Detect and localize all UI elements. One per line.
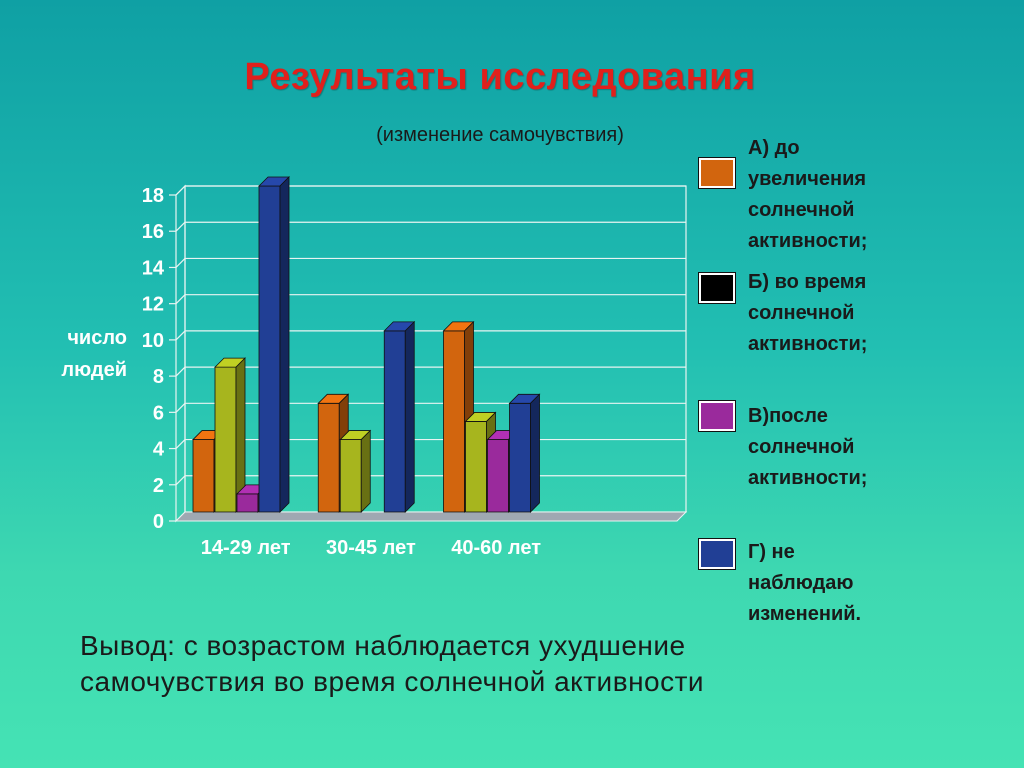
gridline-depth — [175, 258, 186, 268]
y-tick-label: 14 — [142, 257, 165, 279]
conclusion-line-1: Вывод: с возрастом наблюдается ухудшение — [80, 630, 686, 661]
bar-front — [465, 421, 487, 513]
bar-front — [339, 439, 362, 513]
conclusion-line-2: самочувствия во время солнечной активнос… — [80, 666, 705, 697]
legend-label: В)после солнечной активности; — [748, 405, 868, 489]
bar-side — [404, 320, 415, 513]
bar — [508, 393, 541, 513]
y-tick-label: 18 — [142, 185, 164, 207]
plot-floor — [174, 511, 688, 522]
gridline-depth — [175, 330, 186, 341]
chart-subtitle: (изменение самочувствия) — [376, 124, 624, 146]
page-title: Результаты исследования — [244, 56, 756, 98]
bar-side — [360, 429, 371, 513]
gridline-depth — [175, 185, 186, 196]
y-tick-label: 6 — [153, 402, 164, 424]
bar-front — [258, 185, 281, 513]
gridline-depth — [175, 439, 186, 449]
gridline-depth — [175, 221, 186, 232]
bar-front — [383, 330, 406, 513]
y-tick-label: 16 — [142, 221, 164, 243]
bar-front — [317, 402, 340, 513]
legend-swatch — [698, 400, 736, 432]
y-tick-label: 4 — [153, 439, 165, 461]
conclusion-text: Вывод: с возрастом наблюдается ухудшение… — [80, 628, 980, 700]
bar — [383, 320, 416, 513]
legend-swatch — [698, 538, 736, 570]
legend-label: Г) не наблюдаю изменений. — [748, 541, 862, 625]
y-tick-label: 0 — [153, 511, 164, 533]
bar-side — [279, 176, 290, 513]
bar-front — [487, 439, 509, 513]
bar-front — [214, 366, 237, 513]
legend-swatch — [698, 157, 736, 189]
bar — [258, 176, 290, 513]
y-axis-label: людей — [61, 359, 127, 381]
y-tick-label: 10 — [142, 330, 164, 352]
y-tick-label: 8 — [153, 366, 164, 388]
x-tick-label: 30-45 лет — [326, 537, 416, 559]
bar-front — [192, 439, 215, 513]
gridline-depth — [175, 475, 186, 486]
gridline-depth — [175, 402, 186, 413]
y-tick-label: 12 — [142, 294, 164, 316]
x-tick-label: 14-29 лет — [201, 537, 291, 559]
y-tick-label: 2 — [153, 475, 164, 497]
y-axis-label: число — [67, 327, 127, 349]
legend-label: А) до увеличения солнечной активности; — [748, 137, 868, 252]
gridline-depth — [175, 294, 186, 305]
bar-front — [443, 330, 465, 513]
plot-side-wall — [175, 184, 186, 523]
bar-side — [530, 393, 540, 513]
legend-swatch — [698, 272, 736, 304]
bar — [214, 357, 246, 513]
bar-front — [509, 402, 531, 513]
bar — [339, 429, 372, 513]
gridline-depth — [175, 366, 186, 377]
bar-front — [236, 493, 259, 513]
legend-label: Б) во время солнечной активности; — [748, 271, 868, 355]
x-tick-label: 40-60 лет — [451, 537, 541, 559]
